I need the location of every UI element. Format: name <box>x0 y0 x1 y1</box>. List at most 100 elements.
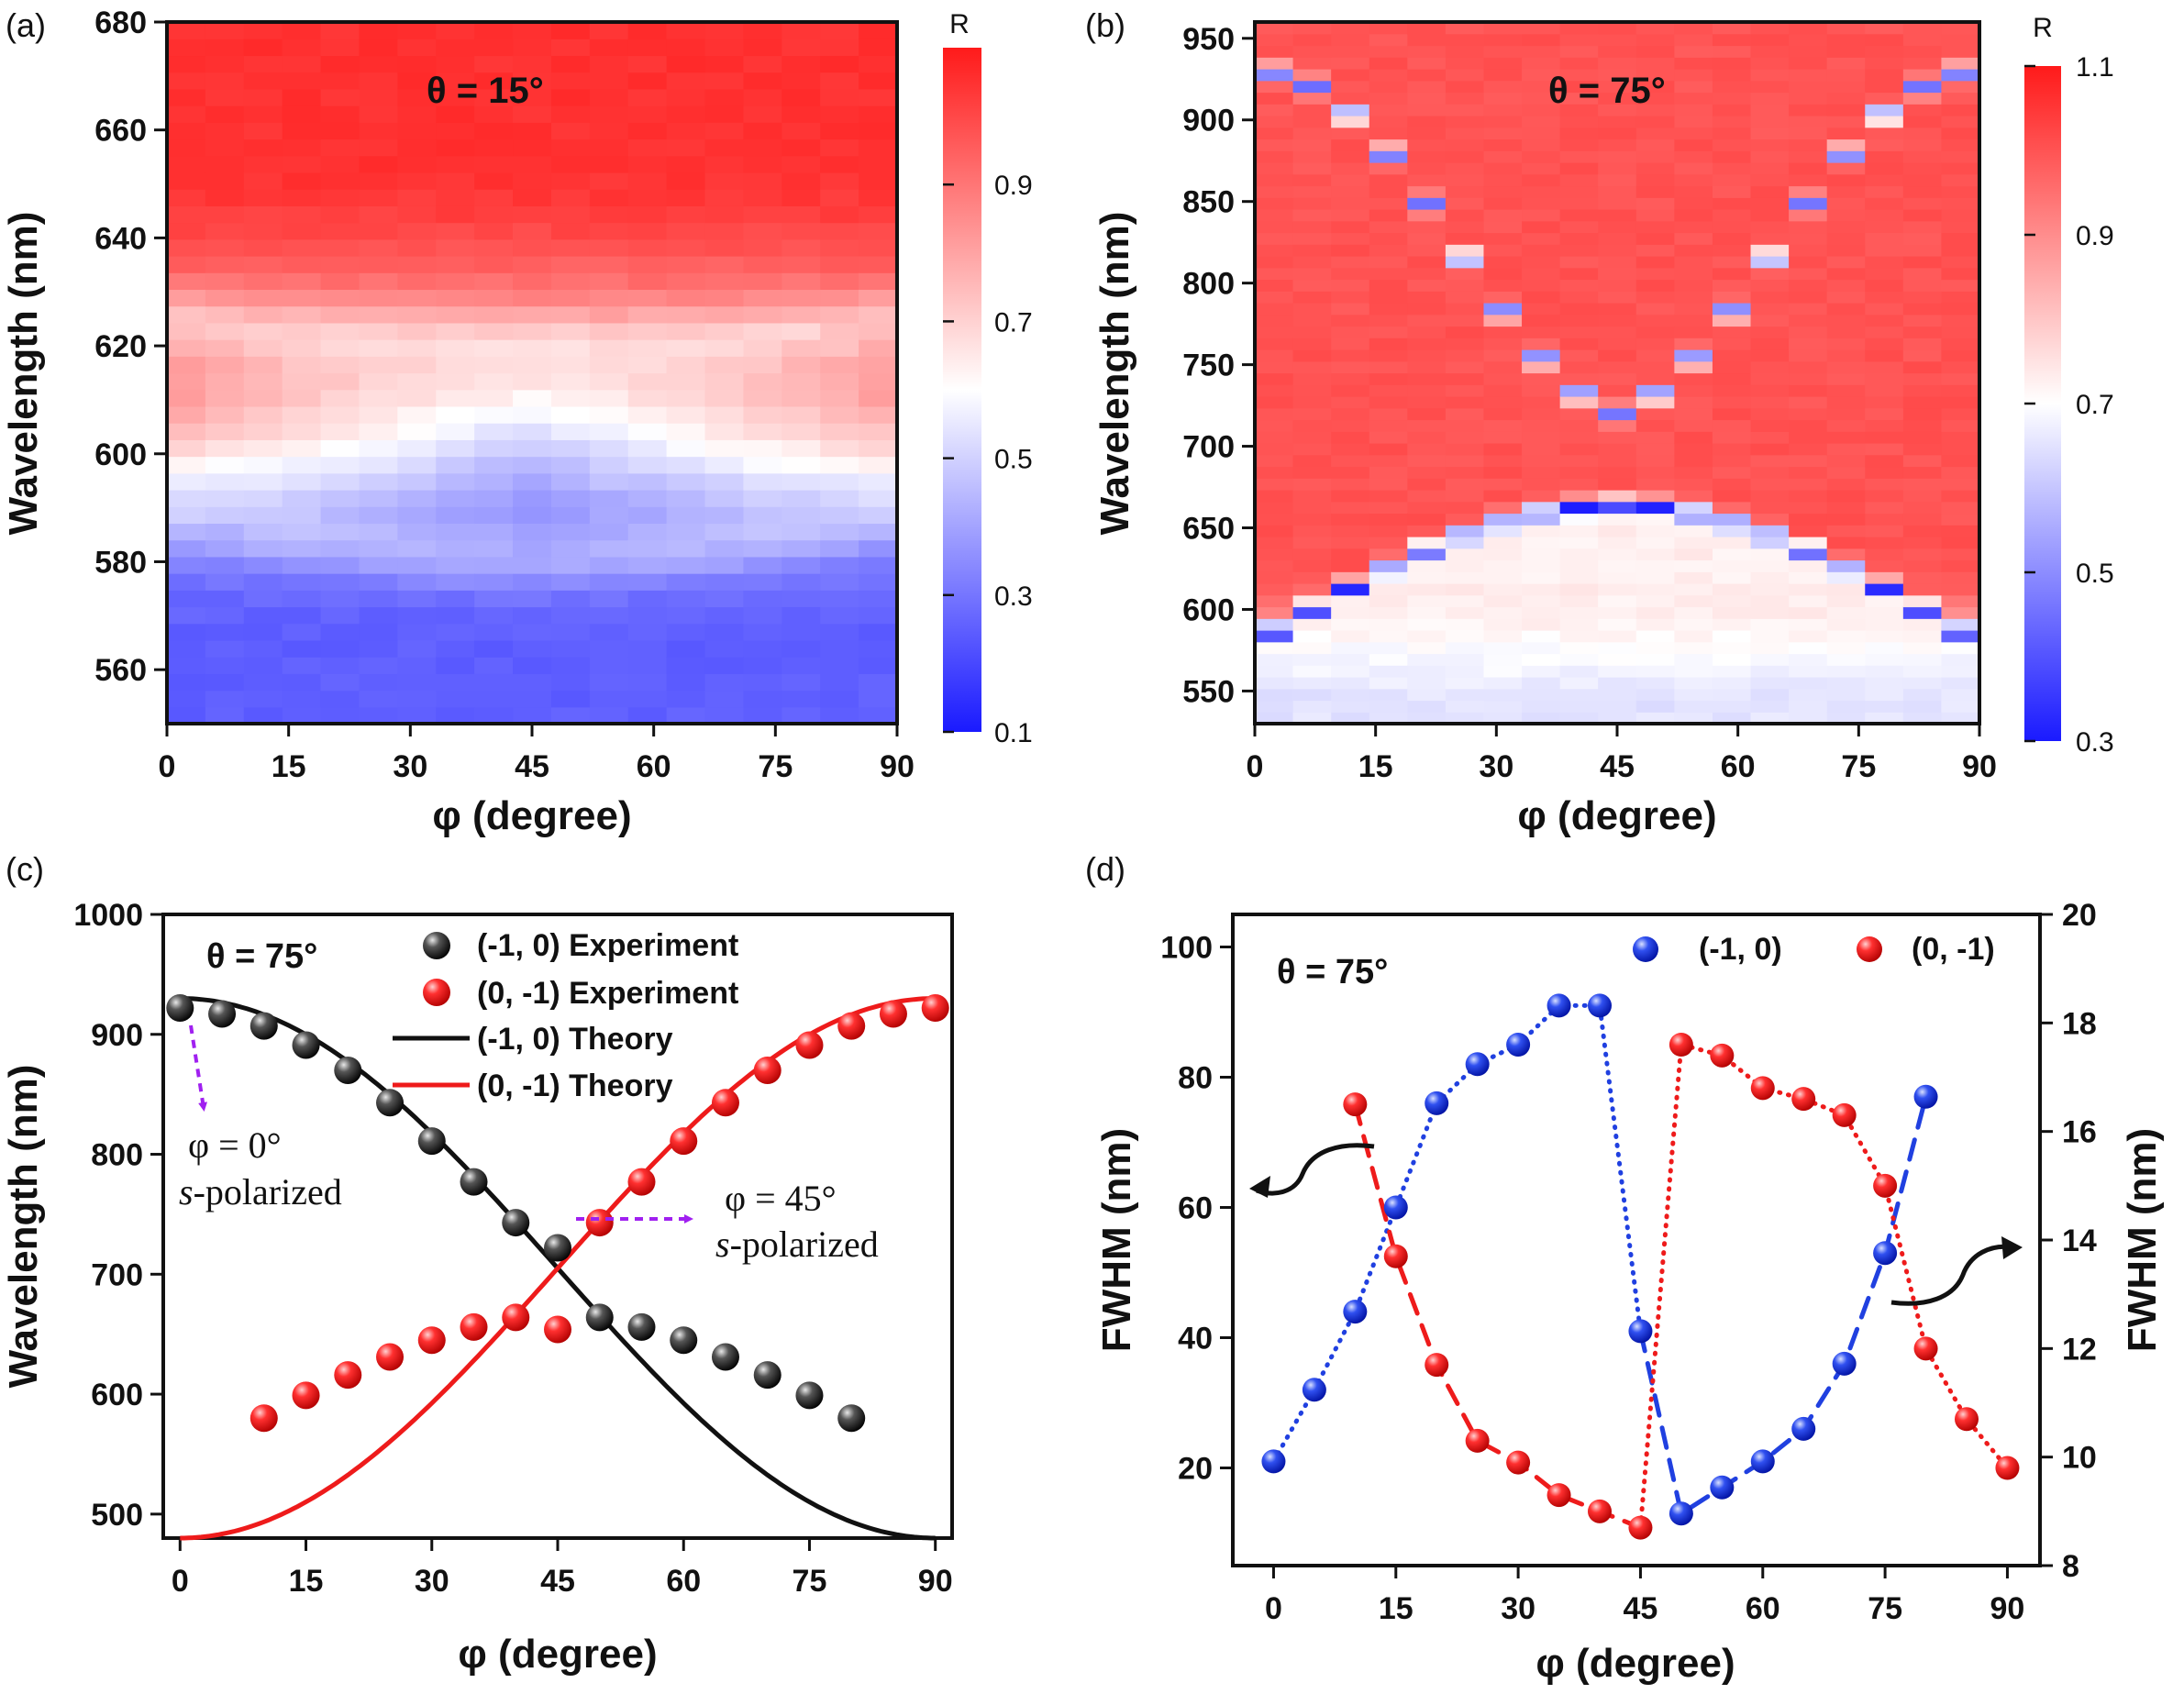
x-tick-label: 45 <box>1600 749 1635 784</box>
experiment-point-red <box>627 1168 656 1196</box>
heatmap-cell <box>1559 630 1599 643</box>
heatmap-cell <box>1292 244 1332 257</box>
heatmap-cell <box>1902 618 1943 631</box>
heatmap-cell <box>243 623 283 641</box>
heatmap-cell <box>743 272 782 291</box>
data-point-blue <box>1710 1475 1735 1500</box>
data-point-blue <box>1750 1449 1775 1474</box>
heatmap-cell <box>820 72 859 90</box>
heatmap-cell <box>1445 525 1485 537</box>
heatmap-cell <box>167 172 206 190</box>
heatmap-cell <box>359 639 398 658</box>
heatmap-cell <box>243 105 283 123</box>
heatmap-cell <box>513 322 552 340</box>
experiment-point-black <box>376 1089 405 1117</box>
heatmap-cell <box>1331 559 1370 572</box>
panel-b-ylabel: Wavelength (nm) <box>1092 212 1137 536</box>
heatmap-cell <box>1941 501 1980 515</box>
heatmap-cell <box>1559 571 1599 584</box>
heatmap-cell <box>1674 303 1713 316</box>
heatmap-cell <box>743 55 782 73</box>
heatmap-cell <box>1369 220 1408 234</box>
heatmap-cell <box>474 673 514 692</box>
heatmap-cell <box>704 556 745 574</box>
heatmap-cell <box>1407 138 1447 151</box>
heatmap-cell <box>1598 478 1637 491</box>
heatmap-cell <box>859 138 898 157</box>
heatmap-cell <box>550 339 591 357</box>
heatmap-cell <box>320 305 360 324</box>
heatmap-cell <box>1635 150 1675 163</box>
panel-d-axis-arrows <box>1249 1143 2023 1306</box>
heatmap-cell <box>704 339 745 357</box>
heatmap-cell <box>859 606 898 625</box>
heatmap-cell <box>1598 150 1637 163</box>
heatmap-cell <box>589 456 629 474</box>
experiment-point-red <box>670 1127 698 1156</box>
heatmap-cell <box>167 339 206 357</box>
heatmap-cell <box>859 172 898 190</box>
heatmap-cell <box>474 39 514 57</box>
heatmap-cell <box>1407 537 1447 549</box>
heatmap-cell <box>1331 407 1370 421</box>
heatmap-cell <box>1407 571 1447 584</box>
heatmap-cell <box>820 472 859 491</box>
heatmap-cell <box>1674 501 1713 515</box>
heatmap-cell <box>1255 630 1294 643</box>
heatmap-cell <box>436 205 475 224</box>
heatmap-cell <box>1712 22 1752 35</box>
heatmap-cell <box>1522 407 1561 421</box>
heatmap-cell <box>1941 80 1980 94</box>
heatmap-cell <box>1483 630 1523 643</box>
heatmap-cell <box>397 155 437 173</box>
heatmap-cell <box>397 606 437 625</box>
heatmap-cell <box>474 172 514 190</box>
heatmap-cell <box>1712 69 1752 82</box>
heatmap-cell <box>1635 173 1675 187</box>
heatmap-cell <box>1331 606 1370 619</box>
heatmap-cell <box>1598 501 1637 515</box>
heatmap-cell <box>1483 22 1523 35</box>
colorbar-tick-label: 0.7 <box>2076 390 2114 420</box>
heatmap-cell <box>1598 677 1637 690</box>
heatmap-cell <box>1331 244 1370 257</box>
heatmap-cell <box>820 305 859 324</box>
heatmap-cell <box>704 105 745 123</box>
heatmap-cell <box>243 256 283 273</box>
data-point-blue <box>1383 1195 1408 1220</box>
heatmap-cell <box>1826 338 1866 350</box>
heatmap-cell <box>1789 548 1828 561</box>
heatmap-cell <box>1255 138 1294 151</box>
heatmap-cell <box>1445 244 1485 257</box>
heatmap-cell <box>205 490 245 507</box>
heatmap-cell <box>474 322 514 340</box>
heatmap-cell <box>1331 116 1370 128</box>
heatmap-cell <box>436 590 475 608</box>
heatmap-cell <box>627 657 668 674</box>
heatmap-cell <box>1331 291 1370 304</box>
heatmap-cell <box>1331 279 1370 292</box>
y-tick-label: 650 <box>1182 512 1235 547</box>
heatmap-cell <box>436 389 475 407</box>
data-point-red <box>1791 1087 1816 1112</box>
heatmap-cell <box>550 423 591 440</box>
heatmap-cell <box>1674 548 1713 561</box>
heatmap-cell <box>627 138 668 157</box>
heatmap-cell <box>782 673 821 692</box>
heatmap-cell <box>243 222 283 240</box>
y2-tick-label: 14 <box>2062 1223 2097 1258</box>
heatmap-cell <box>436 122 475 140</box>
heatmap-cell <box>1331 303 1370 316</box>
heatmap-cell <box>1598 419 1637 432</box>
heatmap-cell <box>1712 338 1752 350</box>
heatmap-cell <box>474 138 514 157</box>
heatmap-cell <box>1750 407 1790 421</box>
heatmap-cell <box>1750 454 1790 468</box>
heatmap-cell <box>627 506 668 525</box>
heatmap-cell <box>1559 267 1599 281</box>
heatmap-cell <box>1483 127 1523 140</box>
heatmap-cell <box>1331 712 1370 725</box>
heatmap-cell <box>782 423 821 440</box>
heatmap-cell <box>1369 712 1408 725</box>
